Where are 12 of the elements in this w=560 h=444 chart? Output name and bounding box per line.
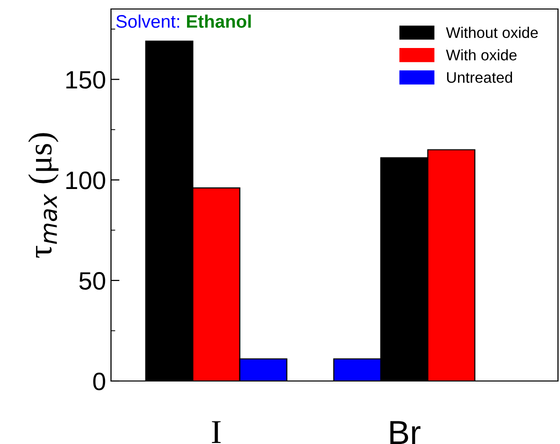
y-tick-label: 0 [93,372,106,390]
annotation: Solvent: [116,14,180,28]
y-tick-label: 150 [66,70,106,89]
annotation: Ethanol [187,14,251,28]
y-tick-label: 50 [79,272,106,290]
x-tick-label: Br [390,421,420,444]
legend-label: Without oxide [446,26,538,38]
y-tick-label: 100 [66,172,106,190]
x-tick-label: I [212,421,221,444]
y-axis-title: τ$_{max}$ (μs) [28,133,58,258]
legend-label: Untreated [447,72,512,83]
legend-label: With oxide [446,49,517,60]
